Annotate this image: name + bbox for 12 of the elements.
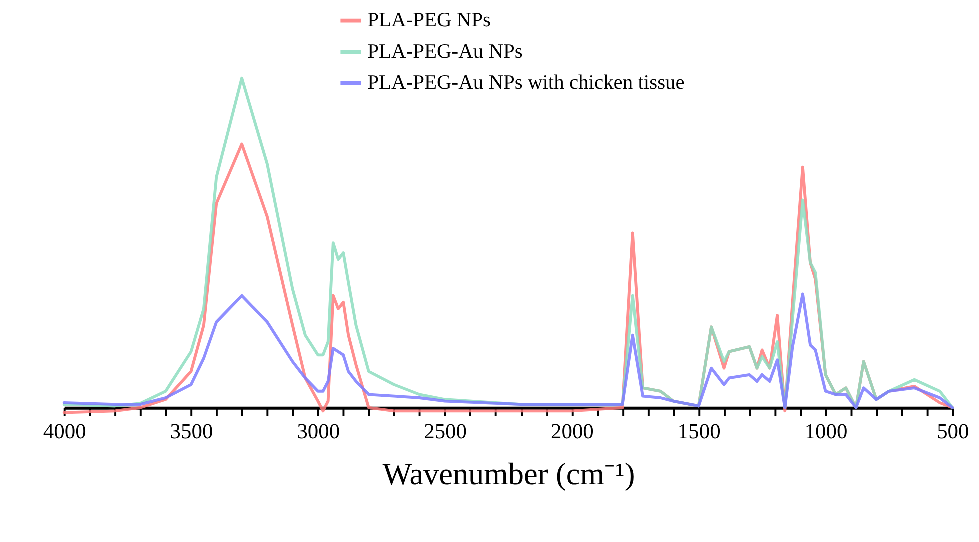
legend-label: PLA-PEG NPs — [368, 10, 492, 32]
x-tick-label: 1500 — [678, 420, 721, 444]
legend-label: PLA-PEG-Au NPs — [368, 40, 523, 63]
legend-label: PLA-PEG-Au NPs with chicken tissue — [368, 72, 685, 94]
x-tick-label: 2500 — [424, 420, 467, 444]
x-tick-label: 3000 — [297, 420, 340, 444]
x-tick-label: 2000 — [551, 420, 594, 444]
x-tick-label: 4000 — [43, 420, 86, 444]
x-tick-label: 1000 — [804, 420, 848, 444]
x-axis-title: Wavenumber (cm⁻¹) — [382, 456, 636, 492]
x-tick-label: 500 — [937, 420, 970, 444]
x-tick-label: 3500 — [170, 420, 214, 444]
